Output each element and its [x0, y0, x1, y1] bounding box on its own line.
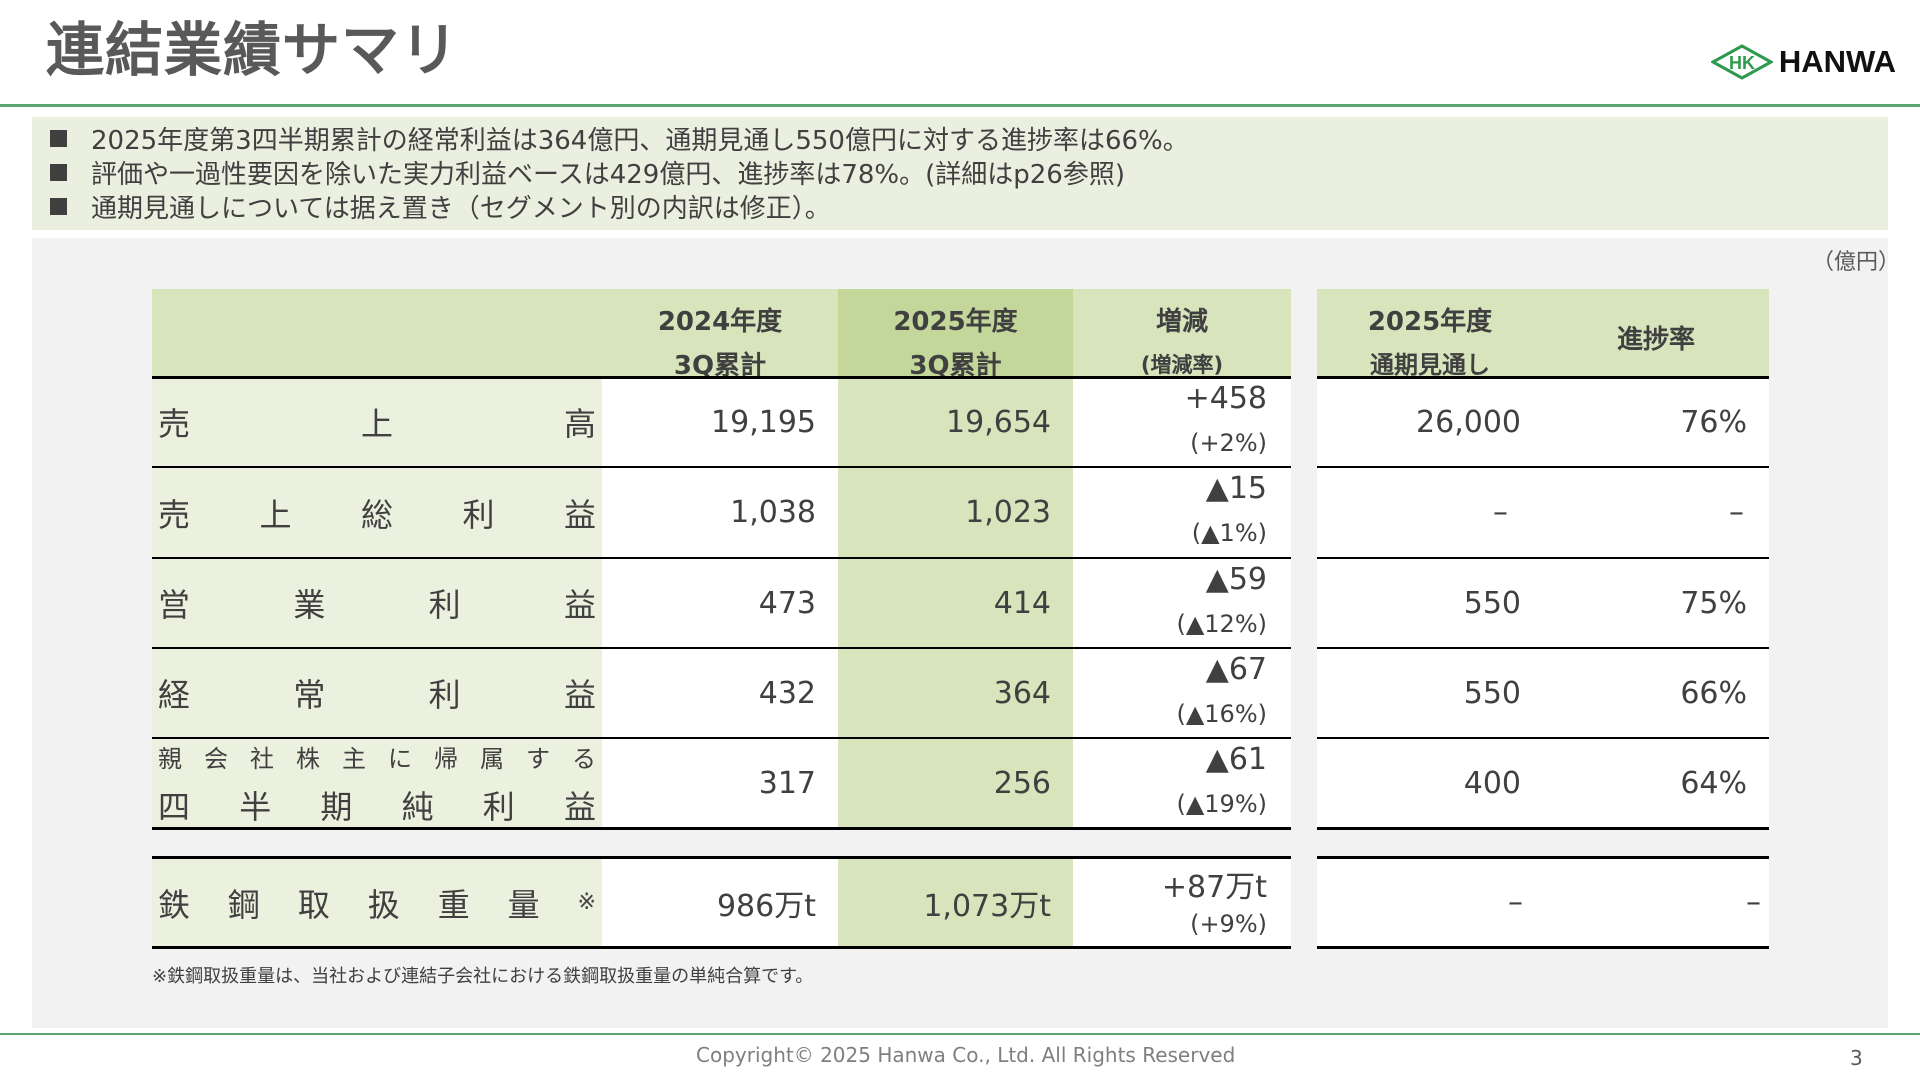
cell-change: +458 (+2%): [1073, 377, 1291, 467]
cell-fy2025: 1,073万t: [838, 858, 1073, 947]
cell-forecast: –: [1317, 858, 1543, 947]
header-fy2025: 2025年度 3Q累計: [838, 289, 1073, 381]
header-blank: [152, 289, 602, 377]
square-bullet-icon: [50, 197, 67, 215]
summary-text: 評価や一過性要因を除いた実力利益ベースは429億円、進捗率は78%。(詳細はp2…: [91, 159, 1125, 190]
cell-change: ▲61 (▲19%): [1073, 738, 1291, 828]
cell-fy2025: 256: [838, 738, 1073, 828]
table-rule: [152, 737, 1291, 739]
cell-fy2025: 1,023: [838, 467, 1073, 558]
cell-forecast: 550: [1317, 558, 1543, 648]
cell-change: ▲15 (▲1%): [1073, 467, 1291, 558]
cell-progress: 76%: [1543, 377, 1769, 467]
row-label-gross-profit: 売上総利益: [152, 467, 602, 558]
cell-fy2024: 473: [602, 558, 838, 648]
header-forecast: 2025年度 通期見通し: [1317, 289, 1543, 379]
row-label-net-income: 親会社株主に帰属する 四半期純利益: [152, 738, 602, 828]
cell-progress: –: [1543, 467, 1769, 558]
table-rule: [152, 856, 1291, 859]
cell-forecast: 26,000: [1317, 377, 1543, 467]
summary-box: 2025年度第3四半期累計の経常利益は364億円、通期見通し550億円に対する進…: [32, 117, 1888, 230]
summary-item: 通期見通しについては据え置き（セグメント別の内訳は修正）。: [48, 189, 1888, 224]
row-label-ordinary-profit: 経常利益: [152, 648, 602, 738]
table-rule: [1317, 557, 1769, 559]
cell-fy2024: 1,038: [602, 467, 838, 558]
table-rule: [152, 647, 1291, 649]
table-rule: [1317, 946, 1769, 949]
logo-wordmark: HANWA: [1778, 44, 1896, 79]
cell-forecast: 400: [1317, 738, 1543, 828]
cell-fy2024: 19,195: [602, 377, 838, 467]
table-rule: [152, 376, 1291, 379]
table-rule: [1317, 737, 1769, 739]
cell-fy2024: 986万t: [602, 858, 838, 947]
cell-forecast: 550: [1317, 648, 1543, 738]
footer-divider: [0, 1033, 1920, 1035]
summary-text: 通期見通しについては据え置き（セグメント別の内訳は修正）。: [91, 193, 831, 224]
row-label-steel-volume: 鉄鋼取扱重量 ※: [152, 858, 602, 947]
header-change: 増減 (増減率): [1073, 289, 1291, 377]
cell-change: ▲59 (▲12%): [1073, 558, 1291, 648]
cell-progress: 75%: [1543, 558, 1769, 648]
cell-forecast: –: [1317, 467, 1543, 558]
table-rule: [152, 946, 1291, 949]
cell-change: ▲67 (▲16%): [1073, 648, 1291, 738]
row-label-operating-profit: 営業利益: [152, 558, 602, 648]
footnote: ※鉄鋼取扱重量は、当社および連結子会社における鉄鋼取扱重量の単純合算です。: [152, 966, 814, 987]
header-fy2024: 2024年度 3Q累計: [602, 289, 838, 381]
hanwa-logo: HK HANWA: [1709, 44, 1896, 80]
page-number: 3: [1850, 1046, 1863, 1070]
cell-fy2025: 364: [838, 648, 1073, 738]
cell-fy2024: 432: [602, 648, 838, 738]
cell-fy2025: 414: [838, 558, 1073, 648]
note-mark: ※: [577, 890, 596, 915]
table-rule: [1317, 827, 1769, 830]
table-rule: [1317, 856, 1769, 859]
square-bullet-icon: [50, 129, 67, 147]
table-rule: [1317, 647, 1769, 649]
hk-diamond-icon: HK: [1709, 44, 1774, 80]
square-bullet-icon: [50, 163, 67, 181]
page-title: 連結業績サマリ: [46, 16, 460, 84]
cell-progress: 66%: [1543, 648, 1769, 738]
summary-item: 評価や一過性要因を除いた実力利益ベースは429億円、進捗率は78%。(詳細はp2…: [48, 155, 1888, 190]
table-rule: [152, 827, 1291, 830]
cell-change: +87万t (+9%): [1073, 858, 1291, 947]
cell-fy2024: 317: [602, 738, 838, 828]
summary-item: 2025年度第3四半期累計の経常利益は364億円、通期見通し550億円に対する進…: [48, 121, 1888, 156]
header-progress: 進捗率: [1543, 289, 1769, 377]
header-divider: [0, 104, 1920, 107]
table-rule: [152, 466, 1291, 468]
summary-text: 2025年度第3四半期累計の経常利益は364億円、通期見通し550億円に対する進…: [91, 125, 1189, 156]
row-label-net-sales: 売上高: [152, 377, 602, 467]
svg-text:HK: HK: [1729, 53, 1755, 73]
table-rule: [1317, 376, 1769, 379]
cell-progress: –: [1543, 858, 1769, 947]
table-rule: [1317, 466, 1769, 468]
unit-label: （億円）: [1812, 250, 1901, 275]
cell-progress: 64%: [1543, 738, 1769, 828]
cell-fy2025: 19,654: [838, 377, 1073, 467]
table-rule: [152, 557, 1291, 559]
copyright: Copyright© 2025 Hanwa Co., Ltd. All Righ…: [696, 1043, 1236, 1067]
